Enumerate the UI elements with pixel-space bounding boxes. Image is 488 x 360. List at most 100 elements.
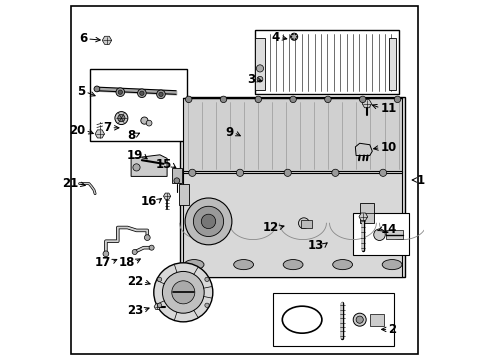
Circle shape [331, 169, 338, 176]
Polygon shape [358, 213, 367, 220]
Circle shape [137, 89, 146, 98]
Circle shape [94, 86, 100, 92]
Text: 14: 14 [380, 223, 396, 236]
Circle shape [204, 303, 209, 307]
Circle shape [185, 96, 192, 103]
Polygon shape [362, 100, 371, 108]
Circle shape [324, 96, 330, 103]
Text: 8: 8 [127, 129, 136, 141]
Text: 5: 5 [77, 85, 85, 98]
Text: 17: 17 [95, 256, 111, 269]
Text: 12: 12 [262, 221, 278, 234]
Circle shape [236, 169, 243, 176]
Circle shape [133, 164, 140, 171]
Text: 20: 20 [69, 124, 85, 137]
Circle shape [255, 96, 261, 103]
Bar [255, 30, 398, 94]
Circle shape [149, 245, 154, 250]
Polygon shape [179, 97, 404, 277]
Circle shape [144, 235, 150, 240]
Bar [352, 213, 408, 255]
Circle shape [359, 96, 365, 103]
Polygon shape [95, 130, 104, 138]
Bar [301, 220, 311, 228]
Circle shape [118, 90, 122, 94]
Circle shape [290, 33, 297, 40]
Text: 21: 21 [62, 177, 78, 190]
Circle shape [284, 169, 291, 176]
Circle shape [140, 91, 144, 95]
Ellipse shape [332, 260, 352, 270]
Text: 4: 4 [271, 31, 279, 44]
Text: 2: 2 [387, 323, 396, 336]
Bar [171, 168, 182, 183]
Ellipse shape [283, 260, 303, 270]
Circle shape [159, 92, 163, 96]
Text: 11: 11 [380, 102, 396, 114]
Circle shape [373, 229, 385, 240]
Circle shape [291, 39, 293, 40]
Circle shape [115, 112, 127, 125]
Circle shape [174, 178, 179, 184]
Ellipse shape [382, 260, 401, 270]
Circle shape [352, 313, 366, 326]
Text: 18: 18 [118, 256, 134, 269]
Text: 15: 15 [155, 158, 171, 171]
Bar [254, 38, 265, 90]
Circle shape [290, 36, 291, 37]
Bar [273, 293, 393, 346]
Bar [388, 38, 395, 90]
Circle shape [103, 251, 108, 257]
Circle shape [393, 96, 400, 103]
Text: 3: 3 [246, 73, 255, 86]
Circle shape [132, 249, 137, 255]
Text: 6: 6 [79, 32, 87, 45]
Bar [359, 203, 373, 223]
Circle shape [256, 65, 263, 72]
Ellipse shape [184, 260, 203, 270]
Ellipse shape [233, 260, 253, 270]
Circle shape [294, 39, 296, 40]
Circle shape [204, 277, 209, 282]
Bar [179, 184, 189, 205]
Circle shape [141, 117, 148, 124]
Text: 1: 1 [416, 174, 424, 186]
Circle shape [294, 33, 296, 35]
Polygon shape [102, 36, 111, 44]
Circle shape [118, 114, 125, 122]
Text: 10: 10 [380, 141, 396, 154]
Circle shape [156, 90, 165, 99]
Circle shape [171, 281, 194, 304]
Text: 9: 9 [225, 126, 233, 139]
Text: 22: 22 [126, 275, 142, 288]
Circle shape [157, 277, 162, 282]
Circle shape [257, 76, 263, 82]
Bar [385, 230, 402, 239]
Text: 13: 13 [307, 239, 323, 252]
Bar [90, 69, 186, 141]
Text: 7: 7 [103, 121, 111, 134]
Polygon shape [131, 155, 167, 176]
Text: 16: 16 [141, 195, 157, 208]
Bar [369, 314, 384, 326]
Text: 23: 23 [126, 304, 142, 317]
Circle shape [289, 96, 296, 103]
Polygon shape [182, 98, 401, 173]
Circle shape [201, 214, 215, 229]
Circle shape [296, 36, 297, 37]
Circle shape [162, 271, 204, 313]
Text: 19: 19 [126, 149, 142, 162]
Polygon shape [163, 193, 170, 199]
Circle shape [193, 206, 223, 237]
Circle shape [220, 96, 226, 103]
Circle shape [116, 88, 124, 96]
Circle shape [185, 198, 231, 245]
Circle shape [291, 33, 293, 35]
Polygon shape [355, 143, 371, 156]
Circle shape [157, 303, 162, 307]
Polygon shape [154, 304, 160, 310]
Circle shape [379, 169, 386, 176]
Circle shape [146, 120, 152, 126]
Circle shape [188, 169, 196, 176]
Circle shape [153, 263, 212, 322]
